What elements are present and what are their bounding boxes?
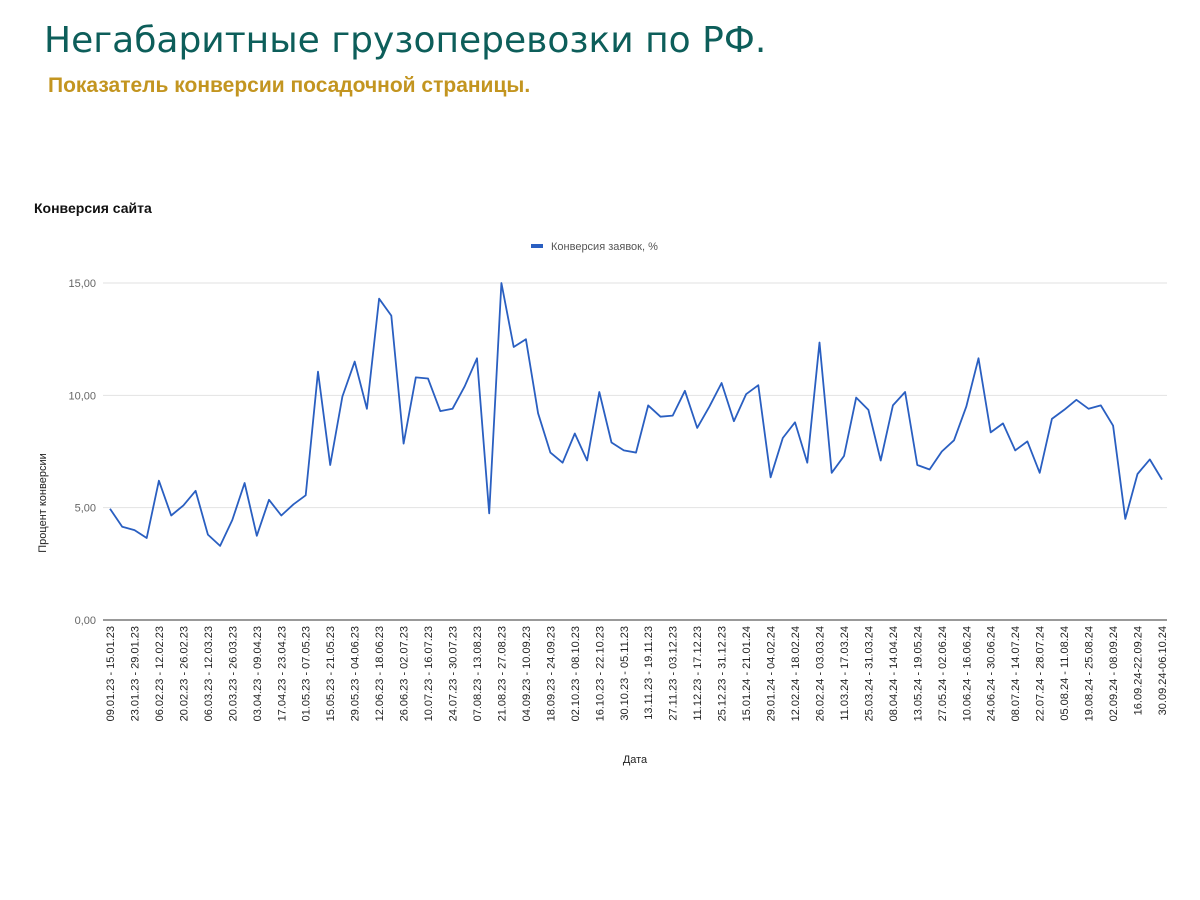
x-tick-label: 13.05.24 - 19.05.24	[912, 626, 924, 721]
x-tick-label: 27.05.24 - 02.06.24	[937, 626, 949, 721]
x-tick-label: 08.04.24 - 14.04.24	[888, 626, 900, 721]
x-tick-label: 07.08.23 - 13.08.23	[472, 626, 484, 721]
x-tick-label: 25.12.23 - 31.12.23	[717, 626, 729, 721]
x-tick-label: 02.09.24 - 08.09.24	[1108, 626, 1120, 721]
y-tick-label: 5,00	[75, 503, 96, 515]
y-axis-ticks: 0,00 5,00 10,00 15,00	[68, 278, 96, 627]
x-tick-label: 29.05.23 - 04.06.23	[350, 626, 362, 721]
grid-lines	[103, 282, 1167, 621]
x-tick-label: 11.12.23 - 17.12.23	[692, 626, 704, 721]
y-tick-label: 0,00	[75, 615, 96, 627]
x-tick-label: 03.04.23 - 09.04.23	[252, 626, 264, 721]
series-line	[109, 282, 1163, 547]
x-tick-label: 23.01.23 - 29.01.23	[130, 626, 142, 721]
x-tick-label: 25.03.24 - 31.03.24	[863, 626, 875, 721]
x-tick-label: 26.02.24 - 03.03.24	[815, 626, 827, 721]
y-tick-label: 15,00	[68, 278, 96, 290]
x-tick-label: 29.01.24 - 04.02.24	[766, 626, 778, 721]
x-tick-label: 24.07.23 - 30.07.23	[448, 626, 460, 721]
legend-swatch	[531, 244, 543, 248]
x-tick-label: 16.10.23 - 22.10.23	[594, 626, 606, 721]
x-tick-label: 15.01.24 - 21.01.24	[741, 626, 753, 721]
x-tick-label: 26.06.23 - 02.07.23	[399, 626, 411, 721]
legend: Конверсия заявок, %	[531, 241, 658, 253]
x-tick-label: 11.03.24 - 17.03.24	[839, 626, 851, 721]
x-tick-label: 06.03.23 - 12.03.23	[203, 626, 215, 721]
page-title: Негабаритные грузоперевозки по РФ.	[44, 20, 767, 61]
page-subtitle: Показатель конверсии посадочной страницы…	[48, 74, 531, 97]
chart-title: Конверсия сайта	[34, 200, 152, 216]
x-tick-label: 12.06.23 - 18.06.23	[374, 626, 386, 721]
x-tick-label: 02.10.23 - 08.10.23	[570, 626, 582, 721]
x-tick-label: 30.10.23 - 05.11.23	[619, 626, 631, 721]
x-tick-label: 17.04.23 - 23.04.23	[276, 626, 288, 721]
x-tick-label: 20.02.23 - 26.02.23	[178, 626, 190, 721]
y-axis-label: Процент конверсии	[37, 453, 49, 552]
legend-label: Конверсия заявок, %	[551, 241, 658, 253]
x-tick-label: 10.07.23 - 16.07.23	[423, 626, 435, 721]
x-tick-label: 05.08.24 - 11.08.24	[1059, 626, 1071, 721]
x-tick-label: 20.03.23 - 26.03.23	[227, 626, 239, 721]
x-tick-label: 30.09.24-06.10.24	[1157, 626, 1169, 715]
x-tick-label: 06.02.23 - 12.02.23	[154, 626, 166, 721]
x-tick-label: 08.07.24 - 14.07.24	[1010, 626, 1022, 721]
x-tick-label: 04.09.23 - 10.09.23	[521, 626, 533, 721]
x-axis-ticks: 09.01.23 - 15.01.23 23.01.23 - 29.01.23 06…	[105, 626, 1169, 721]
x-tick-label: 22.07.24 - 28.07.24	[1035, 626, 1047, 721]
x-tick-label: 09.01.23 - 15.01.23	[105, 626, 117, 721]
x-tick-label: 10.06.24 - 16.06.24	[961, 626, 973, 721]
x-tick-label: 15.05.23 - 21.05.23	[325, 626, 337, 721]
x-tick-label: 18.09.23 - 24.09.23	[545, 626, 557, 721]
x-tick-label: 21.08.23 - 27.08.23	[496, 626, 508, 721]
y-tick-label: 10,00	[68, 390, 96, 402]
x-tick-label: 13.11.23 - 19.11.23	[643, 626, 655, 720]
x-tick-label: 12.02.24 - 18.02.24	[790, 626, 802, 721]
x-tick-label: 27.11.23 - 03.12.23	[668, 626, 680, 721]
x-tick-label: 01.05.23 - 07.05.23	[301, 626, 313, 721]
series-lines	[109, 282, 1163, 547]
x-tick-label: 24.06.24 - 30.06.24	[986, 626, 998, 721]
x-tick-label: 19.08.24 - 25.08.24	[1084, 626, 1096, 721]
x-axis-label: Дата	[623, 754, 648, 766]
x-tick-label: 16.09.24-22.09.24	[1133, 626, 1145, 715]
